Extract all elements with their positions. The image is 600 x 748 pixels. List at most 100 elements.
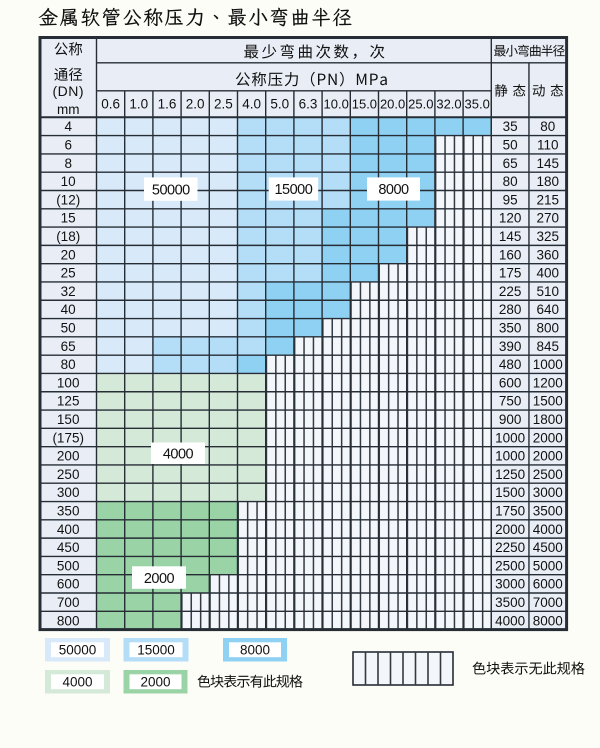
svg-text:500: 500 bbox=[57, 558, 80, 573]
svg-text:110: 110 bbox=[537, 138, 559, 153]
svg-text:160: 160 bbox=[499, 247, 522, 262]
svg-text:35.0: 35.0 bbox=[465, 97, 490, 112]
svg-text:4500: 4500 bbox=[533, 540, 563, 555]
svg-text:2000: 2000 bbox=[495, 522, 525, 537]
svg-text:3000: 3000 bbox=[495, 577, 525, 592]
svg-text:150: 150 bbox=[57, 412, 80, 427]
svg-text:2000: 2000 bbox=[144, 571, 175, 587]
svg-text:450: 450 bbox=[57, 540, 80, 555]
svg-text:80: 80 bbox=[503, 174, 518, 189]
svg-text:1800: 1800 bbox=[533, 412, 563, 427]
svg-text:845: 845 bbox=[537, 339, 560, 354]
svg-text:3000: 3000 bbox=[533, 485, 563, 500]
svg-text:4: 4 bbox=[64, 119, 72, 134]
svg-text:2500: 2500 bbox=[495, 558, 525, 573]
svg-text:1000: 1000 bbox=[533, 357, 563, 372]
svg-text:1500: 1500 bbox=[533, 394, 563, 409]
svg-text:3500: 3500 bbox=[533, 504, 563, 519]
svg-text:145: 145 bbox=[499, 229, 522, 244]
svg-text:3500: 3500 bbox=[495, 595, 525, 610]
svg-text:65: 65 bbox=[503, 156, 518, 171]
svg-text:15000: 15000 bbox=[137, 643, 175, 658]
svg-text:8000: 8000 bbox=[240, 643, 270, 658]
svg-text:50000: 50000 bbox=[152, 182, 190, 198]
svg-text:2500: 2500 bbox=[533, 467, 563, 482]
svg-text:10: 10 bbox=[61, 174, 76, 189]
svg-text:510: 510 bbox=[537, 284, 560, 299]
svg-text:2250: 2250 bbox=[495, 540, 525, 555]
svg-text:25.0: 25.0 bbox=[408, 97, 433, 112]
svg-text:50000: 50000 bbox=[59, 643, 97, 658]
svg-text:8000: 8000 bbox=[533, 613, 563, 628]
svg-text:4000: 4000 bbox=[533, 522, 563, 537]
svg-text:350: 350 bbox=[57, 504, 80, 519]
svg-text:400: 400 bbox=[57, 522, 80, 537]
svg-text:8000: 8000 bbox=[378, 182, 409, 198]
svg-text:2.5: 2.5 bbox=[214, 97, 233, 112]
svg-text:(12): (12) bbox=[56, 192, 80, 207]
svg-text:20.0: 20.0 bbox=[380, 97, 405, 112]
svg-text:95: 95 bbox=[503, 192, 518, 207]
svg-text:200: 200 bbox=[57, 449, 80, 464]
svg-text:80: 80 bbox=[61, 357, 76, 372]
svg-text:1750: 1750 bbox=[495, 504, 525, 519]
svg-text:750: 750 bbox=[499, 394, 522, 409]
svg-text:2000: 2000 bbox=[533, 430, 563, 445]
svg-text:80: 80 bbox=[540, 119, 555, 134]
svg-text:225: 225 bbox=[499, 284, 522, 299]
svg-text:32: 32 bbox=[61, 284, 76, 299]
svg-text:800: 800 bbox=[57, 613, 80, 628]
svg-text:640: 640 bbox=[537, 302, 560, 317]
svg-text:1000: 1000 bbox=[495, 430, 525, 445]
svg-text:215: 215 bbox=[537, 192, 560, 207]
svg-text:360: 360 bbox=[537, 247, 560, 262]
svg-text:(DN): (DN) bbox=[53, 83, 85, 99]
svg-text:(18): (18) bbox=[56, 229, 80, 244]
svg-text:2000: 2000 bbox=[533, 449, 563, 464]
svg-text:390: 390 bbox=[499, 339, 522, 354]
svg-text:800: 800 bbox=[537, 321, 560, 336]
svg-text:2000: 2000 bbox=[140, 675, 170, 690]
svg-text:6: 6 bbox=[64, 138, 72, 153]
svg-text:8: 8 bbox=[64, 156, 72, 171]
svg-text:5000: 5000 bbox=[533, 558, 563, 573]
svg-text:180: 180 bbox=[537, 174, 560, 189]
svg-text:20: 20 bbox=[61, 247, 76, 262]
svg-text:0.6: 0.6 bbox=[101, 97, 120, 112]
svg-text:700: 700 bbox=[57, 595, 80, 610]
svg-text:100: 100 bbox=[57, 375, 80, 390]
svg-text:40: 40 bbox=[61, 302, 76, 317]
svg-text:7000: 7000 bbox=[533, 595, 563, 610]
svg-text:280: 280 bbox=[499, 302, 522, 317]
svg-text:4000: 4000 bbox=[163, 446, 194, 462]
svg-text:600: 600 bbox=[57, 577, 80, 592]
svg-text:1200: 1200 bbox=[533, 375, 563, 390]
svg-text:2.0: 2.0 bbox=[186, 97, 205, 112]
svg-text:65: 65 bbox=[61, 339, 76, 354]
svg-text:600: 600 bbox=[499, 375, 522, 390]
svg-text:400: 400 bbox=[537, 266, 560, 281]
svg-text:480: 480 bbox=[499, 357, 522, 372]
svg-text:32.0: 32.0 bbox=[436, 97, 461, 112]
svg-text:35: 35 bbox=[503, 119, 518, 134]
svg-text:1.6: 1.6 bbox=[158, 97, 177, 112]
svg-text:1250: 1250 bbox=[495, 467, 525, 482]
svg-text:50: 50 bbox=[503, 138, 518, 153]
svg-text:15: 15 bbox=[61, 211, 76, 226]
svg-text:15000: 15000 bbox=[274, 182, 312, 198]
svg-text:125: 125 bbox=[57, 394, 80, 409]
svg-text:5.0: 5.0 bbox=[270, 97, 289, 112]
svg-text:25: 25 bbox=[61, 266, 76, 281]
svg-text:4.0: 4.0 bbox=[242, 97, 261, 112]
svg-text:50: 50 bbox=[61, 321, 76, 336]
svg-text:6.3: 6.3 bbox=[299, 97, 318, 112]
svg-text:4000: 4000 bbox=[62, 675, 92, 690]
svg-text:325: 325 bbox=[537, 229, 560, 244]
svg-text:145: 145 bbox=[537, 156, 560, 171]
svg-text:175: 175 bbox=[499, 266, 522, 281]
svg-text:1500: 1500 bbox=[495, 485, 525, 500]
svg-text:350: 350 bbox=[499, 321, 522, 336]
svg-text:15.0: 15.0 bbox=[352, 97, 377, 112]
svg-text:6000: 6000 bbox=[533, 577, 563, 592]
svg-text:(175): (175) bbox=[52, 430, 84, 445]
